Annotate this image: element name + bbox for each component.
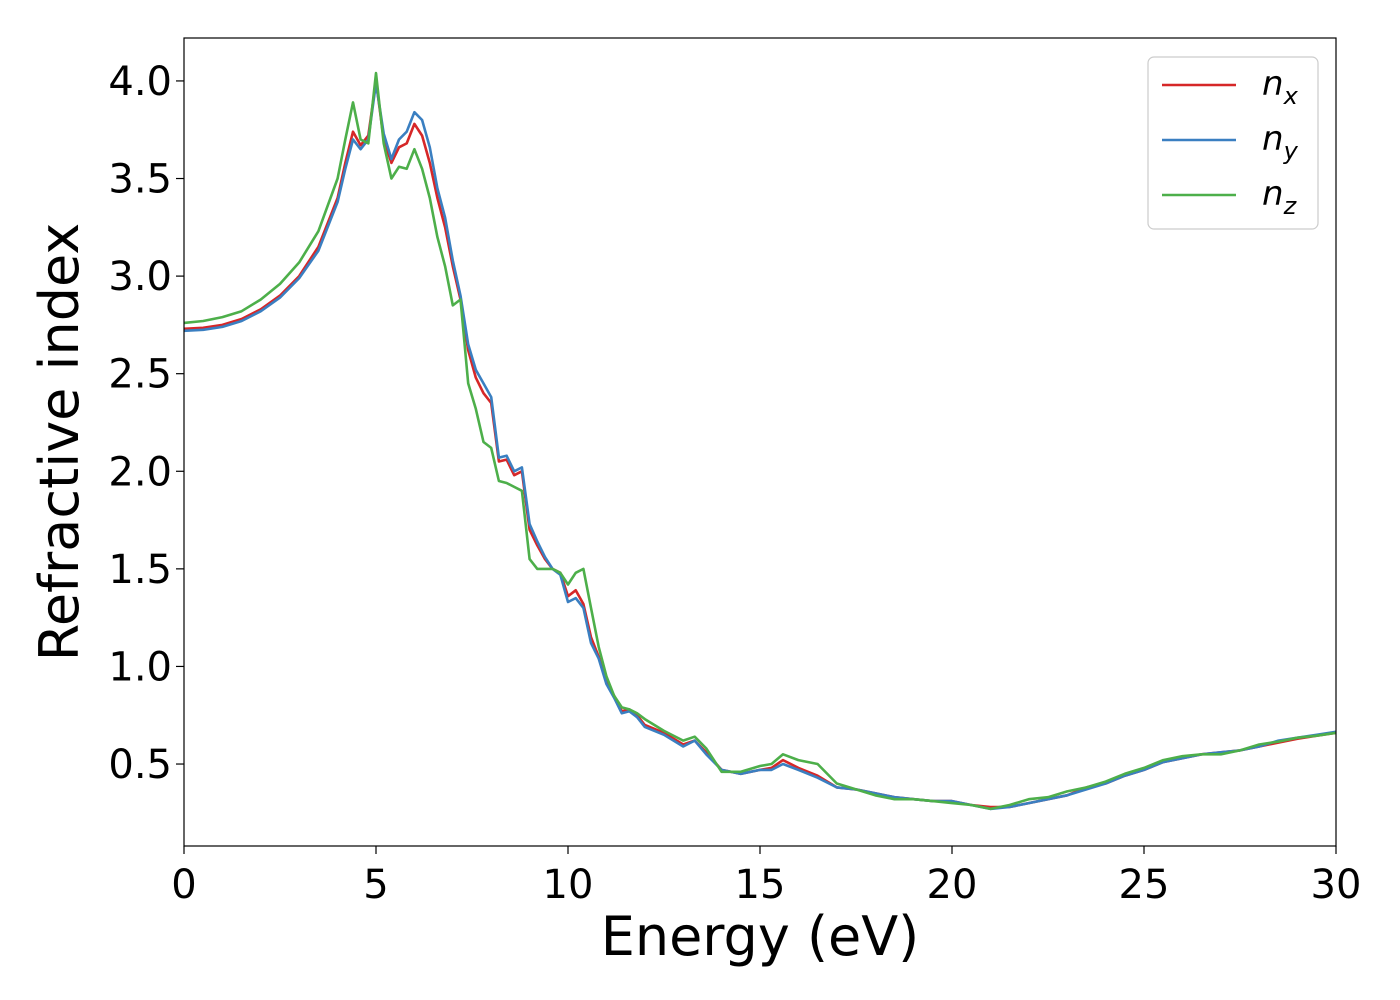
y-axis-label: Refractive index <box>28 223 91 662</box>
y-tick-label: 1.5 <box>108 547 172 593</box>
y-tick-label: 3.5 <box>108 157 172 203</box>
series-line-n-z <box>183 71 1337 811</box>
y-tick-label: 2.0 <box>108 449 172 495</box>
x-tick-label: 10 <box>543 862 594 908</box>
x-tick-label: 15 <box>735 862 786 908</box>
x-tick-label: 20 <box>927 862 978 908</box>
x-tick-label: 0 <box>171 862 196 908</box>
series-line-n-y <box>183 81 1337 811</box>
y-tick-label: 1.0 <box>108 644 172 690</box>
y-tick-label: 3.0 <box>108 254 172 300</box>
series-layer <box>183 71 1337 811</box>
ticks-layer: 0 5 10 15 20 25 30 0.5 1.0 1.5 2.0 2.5 3.0 3.5 4.0 <box>108 59 1361 908</box>
x-tick-label: 5 <box>363 862 388 908</box>
legend-label: nx <box>1262 64 1299 110</box>
x-axis-label: Energy (eV) <box>601 905 920 968</box>
legend: nx ny nz <box>1147 56 1319 230</box>
y-tick-label: 0.5 <box>108 742 172 788</box>
legend-box <box>1147 56 1319 230</box>
x-tick-label: 25 <box>1119 862 1170 908</box>
y-tick-label: 2.5 <box>108 352 172 398</box>
legend-label: ny <box>1262 119 1299 165</box>
legend-label: nz <box>1262 174 1298 220</box>
y-tick-label: 4.0 <box>108 59 172 105</box>
x-tick-label: 30 <box>1311 862 1362 908</box>
